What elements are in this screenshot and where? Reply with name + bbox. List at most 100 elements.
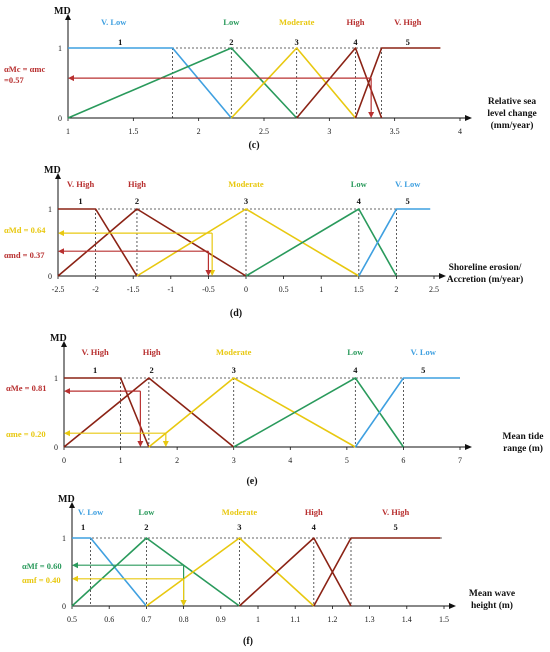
panel1-alpha-harrow-0 bbox=[58, 230, 64, 237]
panel3-class-number-4: 5 bbox=[394, 522, 398, 532]
panel3-alpha-label-0-0: αMf = 0.60 bbox=[22, 561, 62, 571]
panel3-series-line-0 bbox=[72, 537, 148, 607]
panel0-xtick-label-1: 1.5 bbox=[128, 127, 138, 136]
panel3-ytick-0: 0 bbox=[62, 602, 66, 611]
panel3-xtick-label-1: 0.6 bbox=[104, 615, 114, 624]
panel3-panel-label: (f) bbox=[243, 636, 253, 647]
panel3-xtick-label-8: 1.3 bbox=[365, 615, 375, 624]
panel3-series-label-1: Low bbox=[138, 507, 155, 517]
panel2-alpha-label-1-0: αme = 0.20 bbox=[6, 429, 46, 439]
panel0-class-number-4: 5 bbox=[406, 37, 410, 47]
panel2-panel-label: (e) bbox=[246, 476, 257, 487]
panel0-series-line-2 bbox=[230, 47, 357, 119]
panel2-xtick-label-7: 7 bbox=[458, 456, 462, 465]
panel3-series-label-2: Moderate bbox=[222, 507, 258, 517]
panel1-alpha-varrow-0 bbox=[209, 270, 216, 276]
panel2-series-line-2 bbox=[148, 377, 356, 448]
panel0-x-axis-title-line-1: level change bbox=[487, 109, 536, 119]
panel2-series-label-4: V. Low bbox=[411, 347, 437, 357]
panel2-class-number-4: 5 bbox=[421, 365, 425, 375]
panel1-class-number-0: 1 bbox=[78, 196, 82, 206]
panel1-ytick-1: 1 bbox=[48, 205, 52, 214]
panel0-series-line-0 bbox=[68, 47, 232, 119]
panel2-series-label-0: V. High bbox=[81, 347, 109, 357]
panel0-series-line-4 bbox=[354, 47, 441, 119]
panel0-xtick-label-3: 2.5 bbox=[259, 127, 269, 136]
panel1-y-axis-title: MD bbox=[44, 165, 61, 176]
panel1-class-number-1: 2 bbox=[135, 196, 139, 206]
panel2-class-number-0: 1 bbox=[93, 365, 97, 375]
panel2-xtick-label-5: 5 bbox=[345, 456, 349, 465]
panel3-xtick-label-9: 1.4 bbox=[402, 615, 412, 624]
panel3-xtick-label-0: 0.5 bbox=[67, 615, 77, 624]
panel3-alpha-varrow-1 bbox=[180, 600, 187, 606]
panel1-x-axis-title-line-0: Shoreline erosion/ bbox=[449, 263, 522, 273]
panel3-class-number-1: 2 bbox=[144, 522, 148, 532]
panel3-series-label-4: V. High bbox=[382, 507, 410, 517]
panel1-xtick-label-8: 1.5 bbox=[354, 285, 364, 294]
panel1-alpha-label-0-0: αMd = 0.64 bbox=[4, 225, 46, 235]
panel1-series-label-1: High bbox=[128, 179, 146, 189]
panel2-class-number-3: 4 bbox=[353, 365, 358, 375]
panel1-xtick-label-0: -2.5 bbox=[52, 285, 65, 294]
panel0-class-number-3: 4 bbox=[353, 37, 358, 47]
panel0-xtick-label-4: 3 bbox=[327, 127, 331, 136]
panel0-alpha-harrow-0 bbox=[68, 75, 74, 82]
panel2-ytick-1: 1 bbox=[54, 374, 58, 383]
panel1-xtick-label-4: -0.5 bbox=[202, 285, 215, 294]
panel1-xtick-label-9: 2 bbox=[394, 285, 398, 294]
panel0-ytick-1: 1 bbox=[58, 44, 62, 53]
panel1-xtick-label-2: -1.5 bbox=[127, 285, 140, 294]
panel1-alpha-varrow-1 bbox=[205, 270, 212, 276]
panel2-xtick-label-3: 3 bbox=[232, 456, 236, 465]
panel1-series-label-2: Moderate bbox=[228, 179, 264, 189]
panel1-xtick-label-5: 0 bbox=[244, 285, 248, 294]
panel2-class-number-1: 2 bbox=[150, 365, 154, 375]
panel1-series-label-4: V. Low bbox=[395, 179, 421, 189]
panel2-alpha-label-0-0: αMe = 0.81 bbox=[6, 383, 47, 393]
panel3-alpha-harrow-1 bbox=[72, 575, 78, 582]
panel3-xtick-label-6: 1.1 bbox=[290, 615, 300, 624]
panel0-series-label-3: High bbox=[346, 17, 364, 27]
panel0-series-label-1: Low bbox=[223, 17, 240, 27]
panel2-series-label-2: Moderate bbox=[216, 347, 252, 357]
panel3-y-axis-arrow bbox=[69, 502, 75, 508]
panel1-xtick-label-10: 2.5 bbox=[429, 285, 439, 294]
panel3-class-number-0: 1 bbox=[81, 522, 85, 532]
panel0-series-label-0: V. Low bbox=[101, 17, 127, 27]
panel2-alpha-harrow-0 bbox=[64, 388, 70, 395]
panel1-xtick-label-7: 1 bbox=[319, 285, 323, 294]
panel1-series-line-3 bbox=[245, 208, 398, 277]
panel2-series-label-1: High bbox=[143, 347, 161, 357]
panel3-series-label-3: High bbox=[305, 507, 323, 517]
panel3-y-axis-title: MD bbox=[58, 494, 75, 505]
panel0-series-label-2: Moderate bbox=[279, 17, 315, 27]
panel0-y-axis-arrow bbox=[65, 14, 71, 20]
panel2-class-number-2: 3 bbox=[232, 365, 236, 375]
panel3-xtick-label-4: 0.9 bbox=[216, 615, 226, 624]
panel3-xtick-label-3: 0.8 bbox=[179, 615, 189, 624]
panel3-class-number-3: 4 bbox=[312, 522, 317, 532]
panel0-xtick-label-5: 3.5 bbox=[390, 127, 400, 136]
panel1-class-number-3: 4 bbox=[357, 196, 362, 206]
panel0-panel-label: (c) bbox=[248, 140, 259, 151]
panel2-alpha-harrow-1 bbox=[64, 430, 70, 437]
panel2-xtick-label-6: 6 bbox=[401, 456, 405, 465]
panel0-x-axis-arrow bbox=[465, 115, 472, 121]
panel2-ytick-0: 0 bbox=[54, 443, 58, 452]
panel1-series-line-2 bbox=[136, 208, 360, 277]
panel1-series-line-4 bbox=[358, 208, 431, 277]
panel1-alpha-label-1-0: αmd = 0.37 bbox=[4, 250, 45, 260]
panel0-x-axis-title-line-2: (mm/year) bbox=[491, 120, 534, 131]
panel2-x-axis-arrow bbox=[465, 444, 472, 450]
panel1-xtick-label-6: 0.5 bbox=[279, 285, 289, 294]
panel0-class-number-0: 1 bbox=[118, 37, 122, 47]
panel2-series-line-4 bbox=[354, 377, 460, 448]
panel0-series-label-4: V. High bbox=[394, 17, 422, 27]
panel1-series-line-0 bbox=[58, 208, 138, 277]
panel2-xtick-label-0: 0 bbox=[62, 456, 66, 465]
panel2-xtick-label-2: 2 bbox=[175, 456, 179, 465]
panel2-x-axis-title-line-1: range (m) bbox=[503, 443, 543, 454]
panel0-alpha-varrow-0 bbox=[368, 112, 375, 118]
